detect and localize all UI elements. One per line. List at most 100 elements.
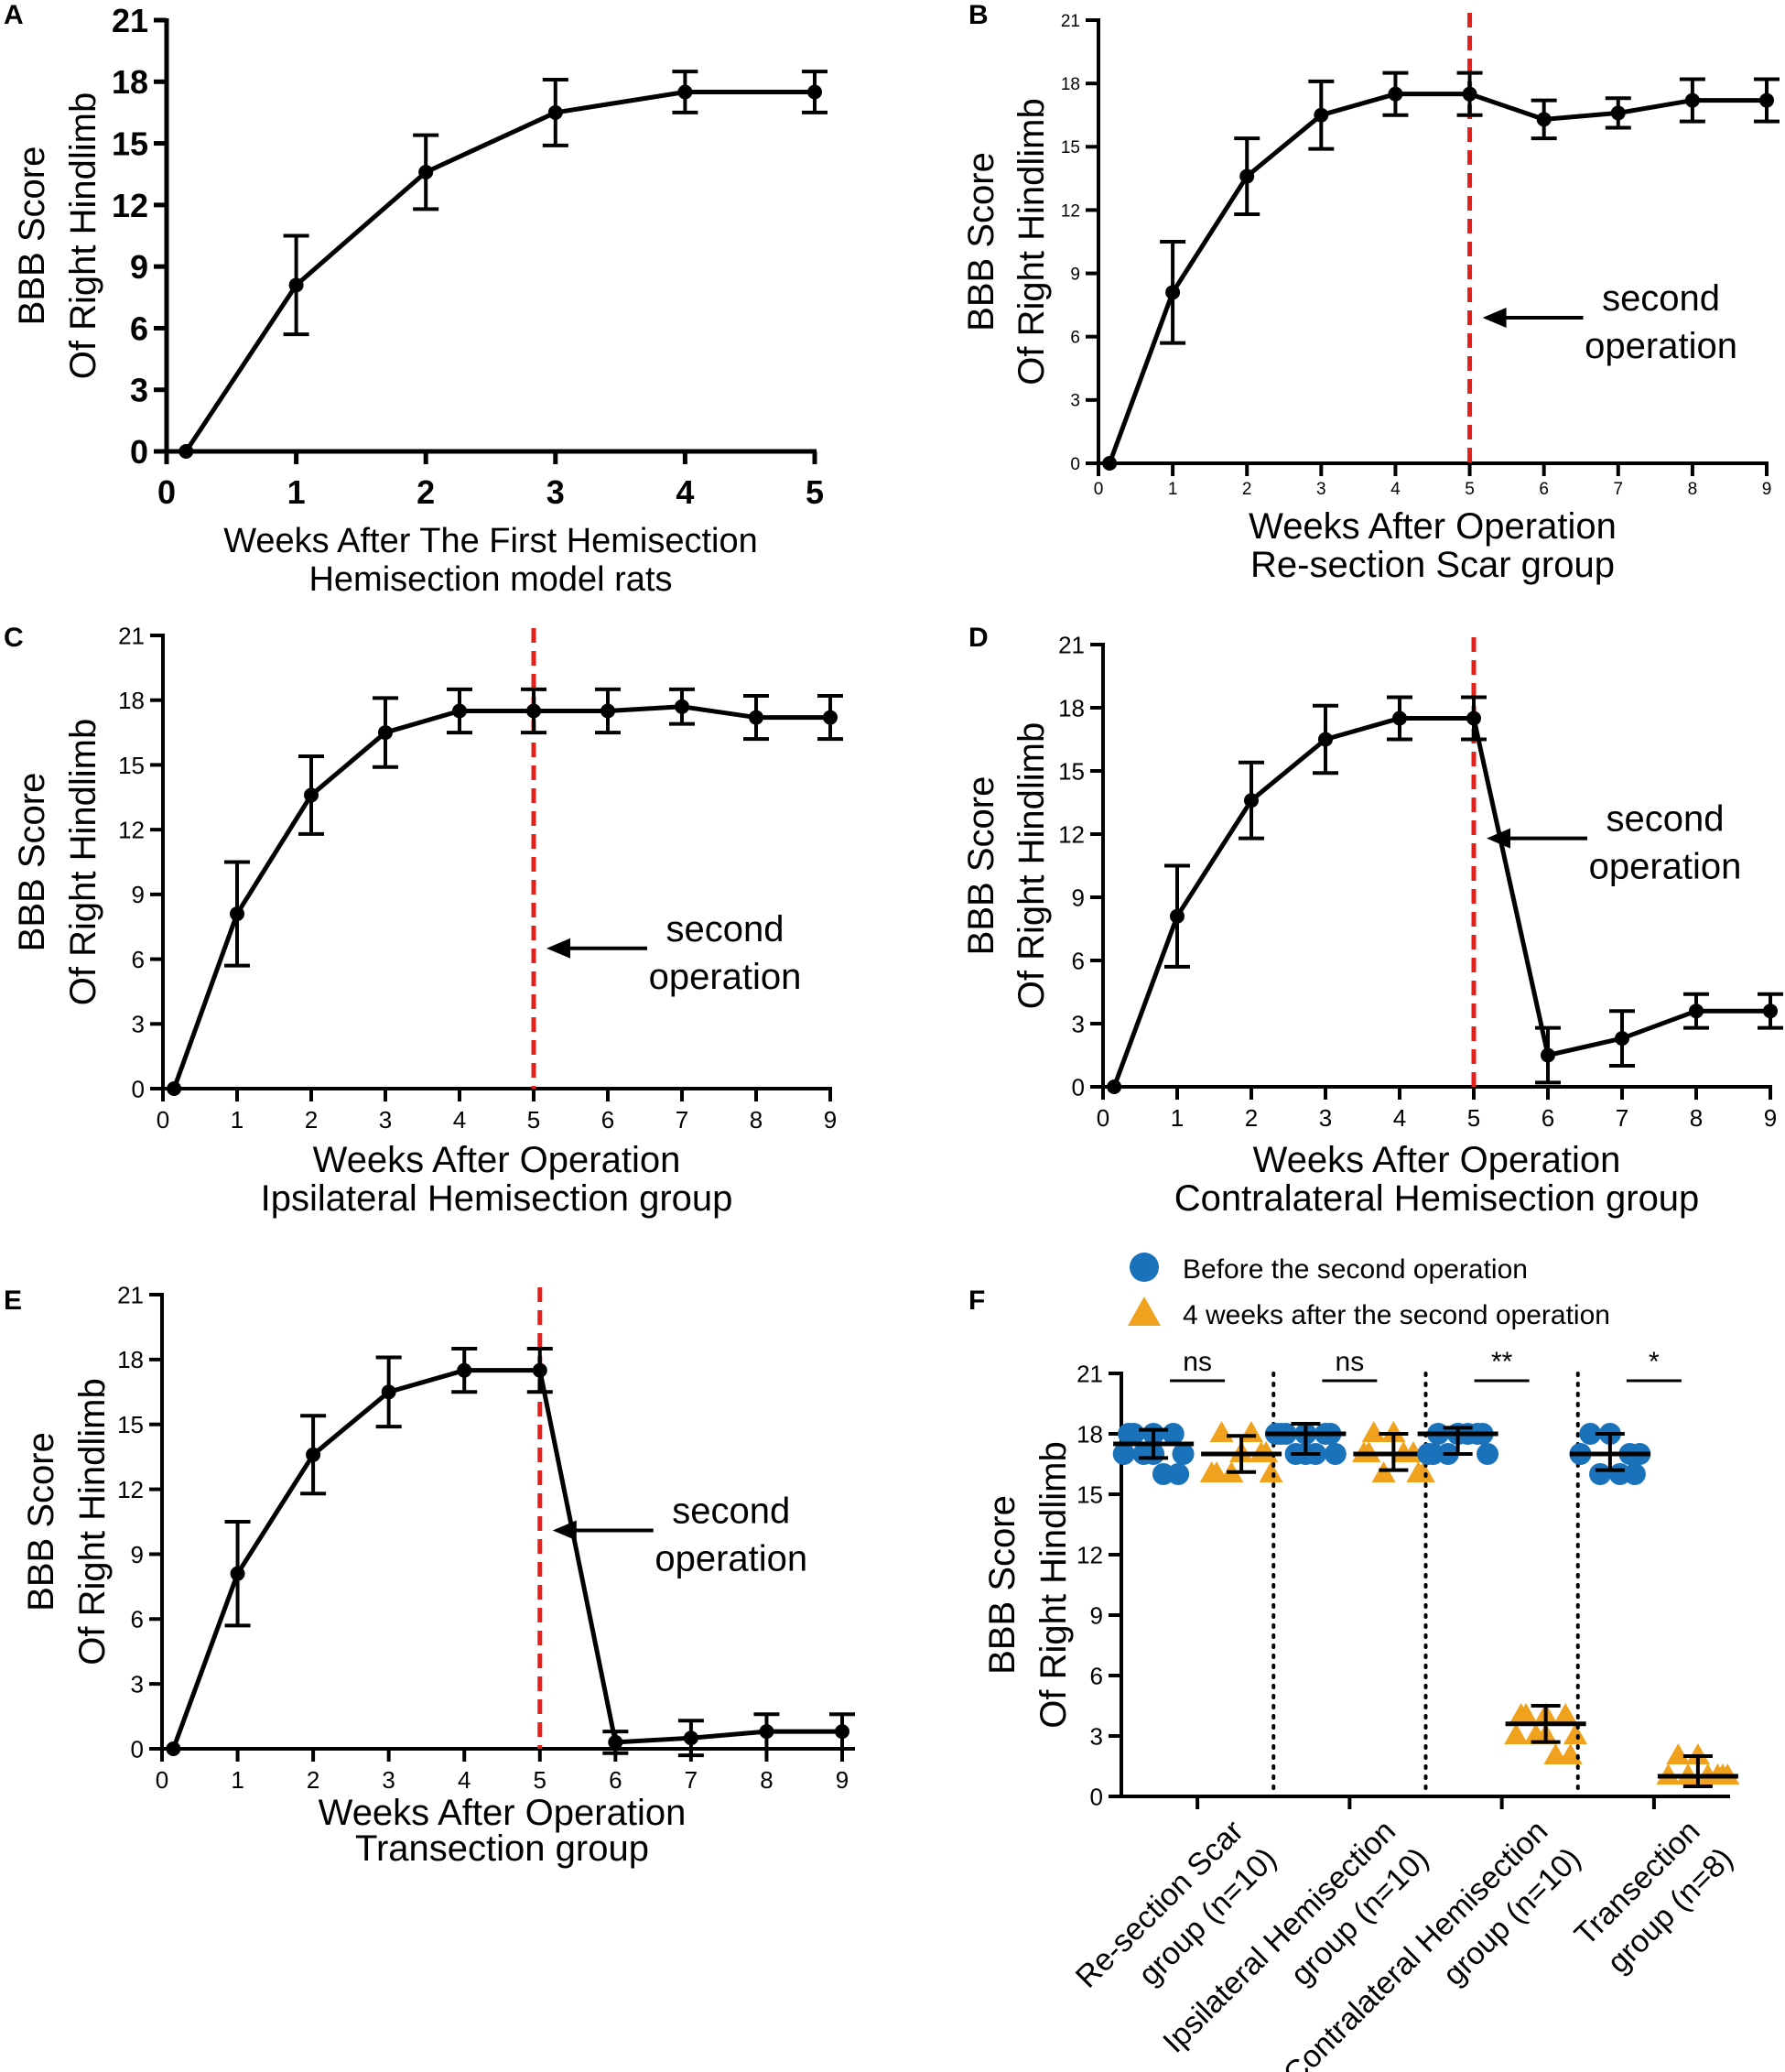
annotation-line2: operation xyxy=(1589,847,1742,887)
x-tick-label: 2 xyxy=(1242,480,1252,499)
point-before xyxy=(1477,1443,1499,1465)
data-point xyxy=(452,703,467,719)
y-tick-label: 21 xyxy=(117,1281,144,1308)
point-before xyxy=(1167,1463,1190,1485)
data-point xyxy=(230,906,244,922)
arrow-head xyxy=(546,938,570,959)
x-tick-label: 1 xyxy=(1171,1104,1184,1132)
y-tick-label: 3 xyxy=(1072,1010,1085,1037)
panel-letter: B xyxy=(968,0,989,30)
significance-label: ** xyxy=(1491,1347,1513,1377)
annotation-line2: operation xyxy=(1585,326,1737,366)
y-tick-label: 21 xyxy=(1058,631,1085,658)
y-tick-label: 9 xyxy=(1072,884,1085,911)
annotation-line2: operation xyxy=(649,957,802,997)
data-point xyxy=(1170,908,1185,924)
x-tick-label: 3 xyxy=(1319,1104,1332,1132)
y-tick-label: 9 xyxy=(132,881,145,908)
data-point xyxy=(547,104,563,120)
y-tick-label: 6 xyxy=(131,1606,144,1633)
y-axis-label-line2: Of Right Hindlimb xyxy=(72,1378,113,1665)
data-point xyxy=(178,444,194,459)
y-tick-label: 15 xyxy=(1061,138,1080,157)
x-tick-label: 2 xyxy=(1245,1104,1258,1132)
data-point xyxy=(306,1447,321,1462)
arrow-head xyxy=(1487,828,1510,849)
y-tick-label: 0 xyxy=(1090,1783,1103,1810)
x-tick-label: 6 xyxy=(1542,1104,1554,1132)
data-point xyxy=(166,1741,181,1756)
series-line xyxy=(1107,92,1767,464)
legend-label-after: 4 weeks after the second operation xyxy=(1183,1300,1610,1330)
y-tick-label: 12 xyxy=(118,817,145,844)
data-point xyxy=(807,84,822,100)
x-tick-label: 4 xyxy=(676,473,694,511)
point-after xyxy=(1209,1421,1234,1442)
point-before xyxy=(1118,1423,1141,1445)
point-after xyxy=(1361,1421,1386,1442)
point-after xyxy=(1558,1743,1583,1764)
x-tick-label: 8 xyxy=(760,1766,773,1794)
y-tick-label: 9 xyxy=(131,1541,144,1568)
panel-letter: D xyxy=(968,623,989,653)
x-tick-label: 9 xyxy=(1762,480,1772,499)
x-axis-label: Weeks After Operation xyxy=(1249,506,1617,547)
y-tick-label: 3 xyxy=(1070,392,1080,411)
y-axis-label-line2: Of Right Hindlimb xyxy=(1012,98,1052,385)
y-tick-label: 18 xyxy=(117,1346,144,1373)
y-tick-label: 9 xyxy=(130,248,148,286)
y-axis-label-line2: Of Right Hindlimb xyxy=(63,92,103,379)
point-after xyxy=(1666,1743,1691,1764)
data-point xyxy=(1462,86,1477,102)
data-point xyxy=(1165,285,1181,300)
point-before xyxy=(1589,1463,1612,1485)
x-tick-label: 4 xyxy=(453,1106,466,1134)
y-axis-label: BBB Score xyxy=(961,776,1001,956)
x-tick-label: 0 xyxy=(157,473,176,511)
panel-letter: C xyxy=(4,623,24,653)
y-tick-label: 21 xyxy=(118,622,145,649)
y-tick-label: 15 xyxy=(112,125,148,163)
y-tick-label: 15 xyxy=(1076,1481,1103,1508)
data-point xyxy=(378,725,393,741)
data-point xyxy=(1244,793,1259,808)
point-before xyxy=(1112,1443,1135,1465)
x-tick-label: 4 xyxy=(1393,1104,1406,1132)
data-point xyxy=(304,787,319,803)
x-tick-label: 4 xyxy=(458,1766,471,1794)
y-axis-label-line2: Of Right Hindlimb xyxy=(1033,1441,1074,1728)
data-point xyxy=(230,1566,245,1581)
y-tick-label: 21 xyxy=(1076,1360,1103,1387)
x-tick-label: 8 xyxy=(750,1106,763,1134)
data-point xyxy=(457,1362,472,1378)
x-tick-label: 1 xyxy=(1168,480,1178,499)
y-tick-label: 0 xyxy=(1072,1073,1085,1101)
y-tick-label: 9 xyxy=(1070,265,1080,284)
y-tick-label: 3 xyxy=(130,372,148,409)
data-point xyxy=(749,710,763,725)
point-before xyxy=(1162,1423,1185,1445)
annotation-line1: second xyxy=(1602,278,1720,319)
data-point xyxy=(1392,711,1407,726)
data-point xyxy=(835,1724,849,1740)
x-tick-label: 8 xyxy=(1690,1104,1703,1132)
arrow-head xyxy=(552,1520,577,1541)
panel-subtitle: Ipsilateral Hemisection group xyxy=(261,1178,733,1219)
series-line xyxy=(1111,716,1770,1088)
y-tick-label: 12 xyxy=(112,187,148,224)
panel-letter: E xyxy=(4,1286,22,1316)
point-after xyxy=(1509,1703,1533,1724)
y-axis-label: BBB Score xyxy=(21,1432,61,1611)
y-tick-label: 3 xyxy=(131,1671,144,1698)
x-tick-label: 1 xyxy=(231,1766,243,1794)
data-point xyxy=(1759,92,1774,108)
x-tick-label: 6 xyxy=(609,1766,622,1794)
x-tick-label: 3 xyxy=(379,1106,392,1134)
x-tick-label: 0 xyxy=(156,1766,168,1794)
x-tick-label: 0 xyxy=(1094,480,1104,499)
data-point xyxy=(532,1362,547,1378)
